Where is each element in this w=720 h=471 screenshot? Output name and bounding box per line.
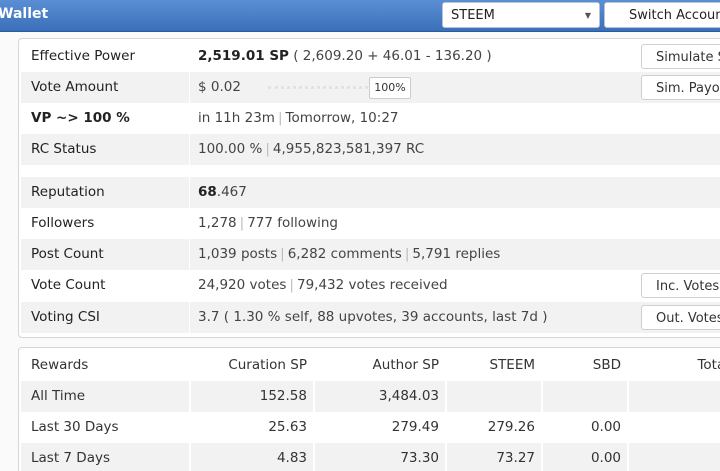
rc-status-row: RC Status 100.00 % | 4,955,823,581,397 RC <box>21 134 720 165</box>
row-label: Last 7 Days <box>31 450 110 466</box>
divider <box>189 72 190 103</box>
effective-power-value: 2,519.01 SP ( 2,609.20 + 46.01 - 136.20 … <box>198 48 492 64</box>
out-votes-button[interactable]: Out. Votes <box>641 305 720 330</box>
inc-votes-button[interactable]: Inc. Votes <box>641 273 720 298</box>
author-sp-cell: 73.30 <box>400 450 439 466</box>
vp-label: VP ~> 100 % <box>31 110 130 126</box>
reputation-row: Reputation 68.467 <box>21 177 720 208</box>
row-label: Last 30 Days <box>31 419 119 435</box>
voting-csi-value: 3.7 ( 1.30 % self, 88 upvotes, 39 accoun… <box>198 309 548 325</box>
post-count-row: Post Count 1,039 posts | 6,282 comments | 5,… <box>21 239 720 270</box>
vote-amount-label: Vote Amount <box>31 79 119 95</box>
rewards-table: Rewards Curation SP Author SP STEEM SBD … <box>18 347 720 471</box>
divider <box>189 134 190 165</box>
vp-row: VP ~> 100 % in 11h 23m | Tomorrow, 10:27 <box>21 103 720 134</box>
curation-sp-cell: 25.63 <box>268 419 307 435</box>
table-row: Last 7 Days 4.83 73.30 73.27 0.00 1 <box>21 443 720 471</box>
sbd-cell: 0.00 <box>590 419 621 435</box>
simulate-sp-button[interactable]: Simulate SP <box>641 44 720 69</box>
vote-amount-row: Vote Amount $ 0.02 100% Sim. Payout <box>21 72 720 103</box>
curation-sp-cell: 4.83 <box>276 450 307 466</box>
reputation-value: 68.467 <box>198 184 247 200</box>
rc-status-label: RC Status <box>31 141 97 157</box>
followers-row: Followers 1,278 | 777 following <box>21 208 720 239</box>
curation-sp-cell: 152.58 <box>259 388 307 404</box>
table-row: Last 30 Days 25.63 279.49 279.26 0.00 7 <box>21 412 720 443</box>
followers-value: 1,278 | 777 following <box>198 215 338 231</box>
post-count-label: Post Count <box>31 246 104 262</box>
author-sp-cell: 3,484.03 <box>378 388 439 404</box>
table-row: All Time 152.58 3,484.03 <box>21 381 720 412</box>
followers-label: Followers <box>31 215 95 231</box>
divider <box>189 302 190 333</box>
top-bar: Wallet STEEM ▼ Switch Account <box>0 0 720 32</box>
column-header: Total <box>697 357 720 373</box>
total-cell: 1 <box>633 450 720 466</box>
voting-csi-row: Voting CSI 3.7 ( 1.30 % self, 88 upvotes… <box>21 302 720 333</box>
column-header: STEEM <box>489 357 535 373</box>
sim-payout-button[interactable]: Sim. Payout <box>641 75 720 100</box>
effective-power-row: Effective Power 2,519.01 SP ( 2,609.20 +… <box>21 41 720 72</box>
column-header: Curation SP <box>228 357 307 373</box>
vote-count-row: Vote Count 24,920 votes | 79,432 votes rec… <box>21 270 720 301</box>
vote-weight-percent[interactable]: 100% <box>369 77 411 99</box>
row-label: All Time <box>31 388 86 404</box>
divider <box>189 239 190 270</box>
total-cell: 7 <box>633 419 720 435</box>
post-count-value: 1,039 posts | 6,282 comments | 5,791 replies <box>198 246 501 262</box>
steem-cell: 73.27 <box>496 450 535 466</box>
reputation-label: Reputation <box>31 184 105 200</box>
vp-value: in 11h 23m | Tomorrow, 10:27 <box>198 110 399 126</box>
sbd-cell: 0.00 <box>590 450 621 466</box>
rc-status-value: 100.00 % | 4,955,823,581,397 RC <box>198 141 425 157</box>
switch-account-button[interactable]: Switch Account <box>604 2 720 28</box>
vote-count-label: Vote Count <box>31 277 106 293</box>
rewards-header-row: Rewards Curation SP Author SP STEEM SBD … <box>21 350 720 381</box>
currency-select[interactable]: STEEM ▼ <box>442 2 600 28</box>
column-header: Rewards <box>31 357 89 373</box>
column-header: SBD <box>592 357 621 373</box>
author-sp-cell: 279.49 <box>391 419 439 435</box>
divider <box>189 177 190 208</box>
vote-amount-value: $ 0.02 <box>198 79 241 95</box>
vote-weight-slider[interactable] <box>268 86 368 89</box>
account-stats-panel: Effective Power 2,519.01 SP ( 2,609.20 +… <box>18 38 720 338</box>
column-header: Author SP <box>372 357 439 373</box>
effective-power-label: Effective Power <box>31 48 136 64</box>
steem-cell: 279.26 <box>487 419 535 435</box>
currency-select-value: STEEM <box>451 8 495 23</box>
chevron-down-icon: ▼ <box>584 11 591 20</box>
page-title: Wallet <box>0 6 49 22</box>
vote-count-value: 24,920 votes | 79,432 votes received <box>198 277 448 293</box>
voting-csi-label: Voting CSI <box>31 309 100 325</box>
